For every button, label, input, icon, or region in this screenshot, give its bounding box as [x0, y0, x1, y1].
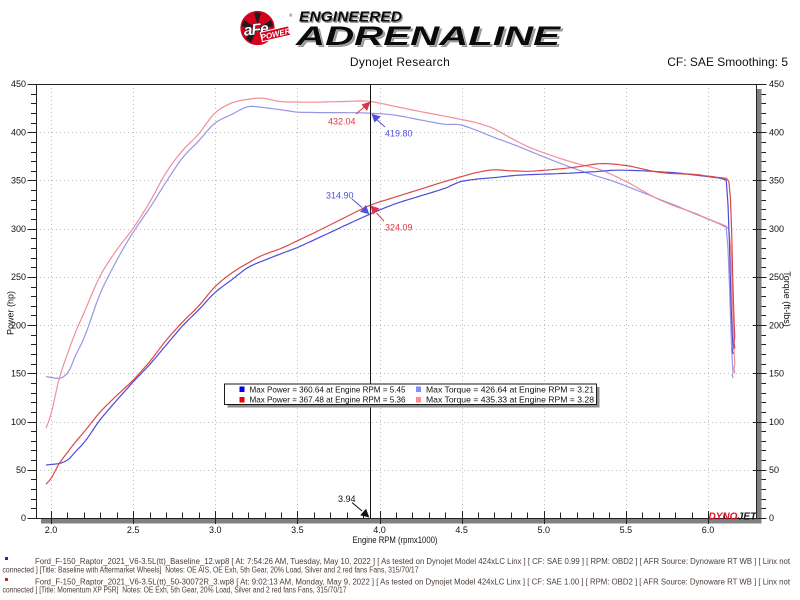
svg-text:connected ] [Title: Baseline w: connected ] [Title: Baseline with Afterm…: [3, 566, 419, 575]
svg-text:100: 100: [769, 417, 784, 427]
svg-text:4.5: 4.5: [455, 525, 468, 535]
svg-text:350: 350: [11, 176, 26, 186]
svg-text:Max Power = 360.64 at Engine R: Max Power = 360.64 at Engine RPM = 5.45: [250, 384, 406, 394]
svg-text:324.09: 324.09: [385, 223, 413, 233]
svg-text:4.0: 4.0: [373, 525, 386, 535]
svg-text:Engine RPM (rpmx1000): Engine RPM (rpmx1000): [353, 535, 438, 545]
svg-text:300: 300: [11, 224, 26, 234]
svg-text:314.90: 314.90: [326, 191, 354, 201]
svg-text:400: 400: [769, 127, 784, 137]
svg-text:450: 450: [769, 79, 784, 89]
svg-text:100: 100: [11, 417, 26, 427]
svg-text:250: 250: [11, 272, 26, 282]
svg-text:3.94: 3.94: [338, 494, 356, 504]
svg-text:ADRENALINE: ADRENALINE: [297, 23, 564, 53]
svg-text:2.0: 2.0: [45, 525, 58, 535]
svg-text:150: 150: [769, 369, 784, 379]
svg-text:Dynojet Research: Dynojet Research: [350, 55, 450, 69]
svg-text:6.0: 6.0: [702, 525, 715, 535]
svg-text:419.80: 419.80: [385, 129, 413, 139]
svg-text:ENGINEERED: ENGINEERED: [300, 10, 403, 27]
svg-text:0: 0: [21, 513, 26, 523]
svg-text:50: 50: [16, 465, 26, 475]
svg-text:JET: JET: [738, 512, 758, 523]
svg-text:2.5: 2.5: [127, 525, 140, 535]
svg-text:3.0: 3.0: [209, 525, 222, 535]
svg-text:Max Torque = 426.64 at Engine: Max Torque = 426.64 at Engine RPM = 3.21: [426, 384, 594, 394]
svg-text:3.5: 3.5: [291, 525, 304, 535]
svg-text:Torque (ft-lbs): Torque (ft-lbs): [782, 271, 792, 327]
svg-text:50: 50: [769, 465, 779, 475]
svg-text:Ford_F-150_Raptor_2021_V6-3.5L: Ford_F-150_Raptor_2021_V6-3.5L(tt)_Basel…: [35, 557, 791, 566]
svg-text:250: 250: [769, 272, 784, 282]
svg-text:Power (hp): Power (hp): [6, 291, 16, 335]
svg-text:432.04: 432.04: [328, 117, 356, 127]
svg-text:CF: SAE Smoothing: 5: CF: SAE Smoothing: 5: [667, 55, 788, 69]
svg-text:Max Torque = 435.33 at Engine: Max Torque = 435.33 at Engine RPM = 3.28: [426, 395, 594, 405]
svg-text:150: 150: [11, 369, 26, 379]
svg-text:450: 450: [11, 79, 26, 89]
svg-text:0: 0: [769, 513, 774, 523]
svg-text:5.5: 5.5: [620, 525, 633, 535]
svg-text:DYNO: DYNO: [709, 512, 738, 523]
svg-text:connected ] [Title: Momentum X: connected ] [Title: Momentum XP P5R] Not…: [3, 586, 347, 595]
svg-text:200: 200: [11, 320, 26, 330]
svg-text:Max Power = 367.48 at Engine R: Max Power = 367.48 at Engine RPM = 5.36: [250, 395, 406, 405]
svg-text:Ford_F-150_Raptor_2021_V6-3.5L: Ford_F-150_Raptor_2021_V6-3.5L(tt)_50-30…: [35, 578, 791, 587]
svg-text:400: 400: [11, 127, 26, 137]
svg-text:®: ®: [289, 12, 293, 18]
svg-text:5.0: 5.0: [538, 525, 551, 535]
svg-text:ENGINEERED: ENGINEERED: [299, 9, 402, 26]
svg-text:ADRENALINE: ADRENALINE: [295, 21, 562, 51]
svg-text:350: 350: [769, 176, 784, 186]
svg-text:300: 300: [769, 224, 784, 234]
svg-text:200: 200: [769, 320, 784, 330]
